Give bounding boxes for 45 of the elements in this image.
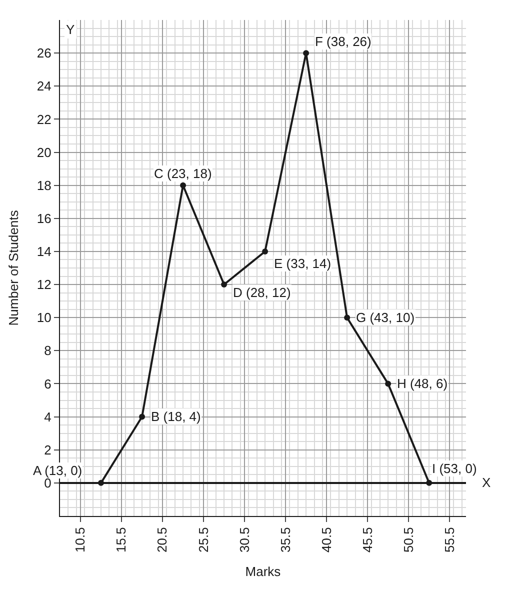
y-tick-label: 4 <box>44 409 52 424</box>
y-tick-label: 12 <box>36 277 52 292</box>
point <box>139 414 146 420</box>
annotation: H (48, 6) <box>397 376 448 391</box>
x-tick-label: 45.5 <box>360 527 375 553</box>
annotation: I (53, 0) <box>432 461 477 476</box>
x-tick-label: 30.5 <box>236 527 252 553</box>
point <box>98 480 104 486</box>
x-tick-label: 35.5 <box>278 527 293 553</box>
point <box>262 248 268 254</box>
point <box>426 480 432 486</box>
x-tick-label: 10.5 <box>72 527 88 553</box>
text: X <box>482 475 491 490</box>
point <box>344 314 350 321</box>
x-tick-label: 20.5 <box>154 527 170 553</box>
point <box>385 380 392 387</box>
y-tick-label: 2 <box>44 442 52 458</box>
y-tick-label: 14 <box>36 244 52 260</box>
annotation: E (33, 14) <box>274 256 332 271</box>
annotation: C (23, 18) <box>154 166 212 181</box>
x-tick-label: 40.5 <box>318 527 334 553</box>
x-axis-title: Marks <box>245 564 282 580</box>
annotation: G (43, 10) <box>356 310 415 325</box>
x-tick-label: 15.5 <box>114 527 129 553</box>
annotation: A (13, 0) <box>33 463 82 478</box>
annotation: Y <box>66 22 75 37</box>
annotation: F (38, 26) <box>315 34 372 49</box>
point <box>303 50 310 56</box>
y-axis-title: Number of Students <box>6 210 21 326</box>
x-tick-label: 55.5 <box>442 527 457 553</box>
y-tick-label: 18 <box>36 178 52 193</box>
y-tick-label: 22 <box>36 112 52 127</box>
annotation: D (28, 12) <box>233 285 291 300</box>
x-tick-label: 25.5 <box>196 527 211 553</box>
annotation: B (18, 4) <box>151 409 201 424</box>
y-tick-label: 20 <box>36 144 52 160</box>
y-tick-label: 8 <box>44 343 52 358</box>
y-tick-label: 24 <box>36 78 52 94</box>
y-tick-label: 10 <box>36 310 52 326</box>
x-tick-label: 50.5 <box>400 527 416 553</box>
y-tick-label: 6 <box>44 376 52 392</box>
point <box>221 282 228 288</box>
y-tick-label: 16 <box>36 210 52 226</box>
y-tick-label: 26 <box>36 46 52 61</box>
point <box>180 182 186 188</box>
